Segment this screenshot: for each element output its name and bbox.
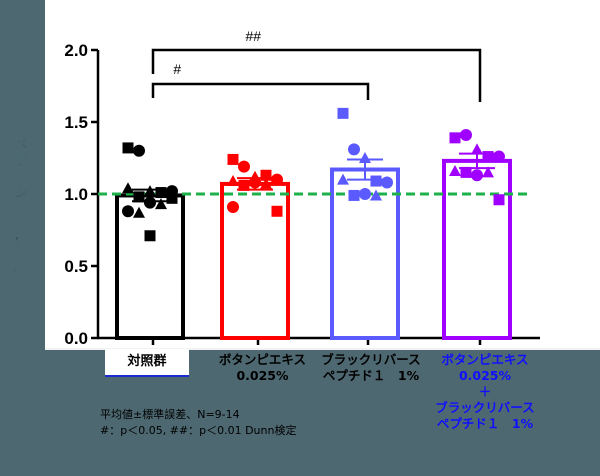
data-point-triangle [133,206,145,218]
footnote-line-stats: 平均値±標準誤差、N=9-14 [100,408,240,421]
footnote: 平均値±標準誤差、N=9-14 #：p＜0.05, ##：p＜0.01 Dunn… [100,407,296,439]
category-label-botanpi: ボタンピエキス 0.025% [200,352,325,384]
y-tick-label: 0.5 [64,257,88,276]
data-point-circle [471,169,483,182]
data-point-triangle [227,175,239,187]
y-axis-label: 毛包メラニン量（相対値） [4,90,38,310]
data-point-square [482,151,494,163]
category-label-line: ボタンピエキス [218,352,307,367]
category-label-text: 対照群 [127,354,167,369]
category-label-line: 0.025% [236,368,289,383]
data-point-circle [238,160,250,173]
data-point-circle [348,143,360,156]
data-point-square [122,142,134,154]
significance-label: # [173,61,181,77]
category-label-blackreverse: ブラックリバース ペプチド１ 1% [312,352,430,384]
category-label-line: ボタンピエキス [441,352,529,367]
data-point-square [271,205,283,217]
data-point-square [348,189,360,201]
data-point-square [337,107,349,119]
category-label-line: ブラックリバース [321,352,421,367]
data-point-square [133,191,145,203]
data-point-triangle [155,198,167,210]
footnote-line-significance: #：p＜0.05, ##：p＜0.01 Dunn検定 [100,424,297,437]
data-point-circle [133,144,145,157]
category-label-control: 対照群 [105,349,189,377]
y-tick-label: 1.0 [64,185,88,204]
data-point-square [370,175,382,187]
data-point-square [238,179,250,191]
data-point-triangle [337,173,349,185]
data-point-circle [144,196,156,209]
y-axis-label-text: 毛包メラニン量（相対値） [11,104,30,297]
data-point-triangle [260,177,272,189]
data-point-triangle [370,189,382,201]
significance-label: ## [245,28,261,44]
category-label-line: ブラックリバース [435,400,535,415]
data-point-circle [122,205,134,218]
category-label-line: ＋ [478,384,492,399]
data-point-triangle [449,164,461,176]
data-point-square [260,169,272,181]
data-point-triangle [471,143,483,155]
bar [115,193,185,340]
significance-bracket [151,82,370,100]
data-point-square [493,194,505,206]
panel-edge [45,348,600,350]
data-point-square [155,187,167,199]
data-point-circle [359,188,371,200]
data-point-square [166,192,178,204]
data-point-circle [227,200,239,213]
data-point-square [227,153,239,165]
category-label-line: ペプチド１ 1% [322,368,420,383]
data-point-triangle [122,182,134,194]
data-point-triangle [482,166,494,178]
category-label-line: ペプチド１ 1% [436,416,534,431]
data-point-circle [271,173,283,186]
category-label-line: 0.025% [458,368,512,383]
data-point-circle [460,128,472,141]
y-tick-label: 0.0 [64,329,88,348]
significance-bracket [151,48,482,102]
category-label-combination: ボタンピエキス 0.025% ＋ ブラックリバース ペプチド１ 1% [420,352,550,432]
y-tick-label: 2.0 [64,41,88,60]
bar [442,158,512,340]
data-point-circle [381,176,393,189]
data-point-square [449,132,461,144]
y-tick-label: 1.5 [64,113,88,132]
data-point-square [460,166,472,178]
data-point-circle [493,150,505,163]
data-point-square [144,230,156,242]
